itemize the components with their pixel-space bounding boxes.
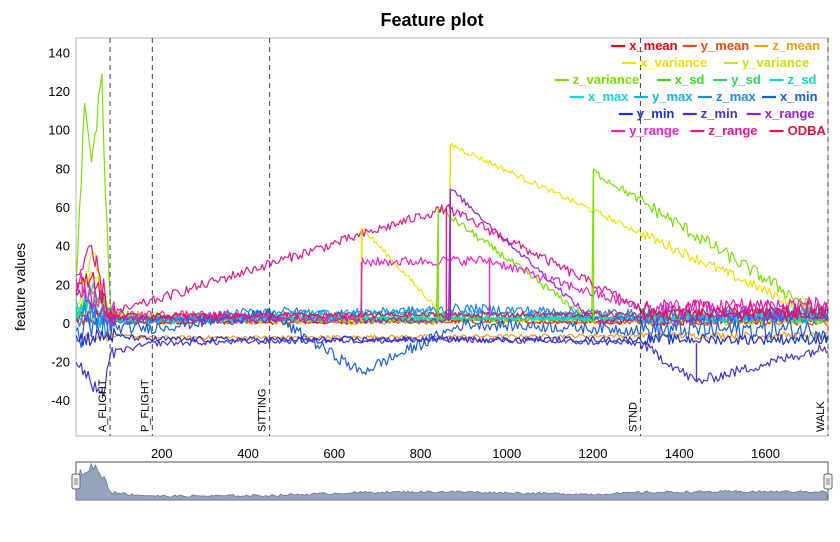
event-label-a_flight: A_FLIGHT xyxy=(97,379,109,432)
legend-item-y_max: y_max xyxy=(652,89,693,104)
y-tick-label: 60 xyxy=(56,200,70,215)
legend-item-z_variance: z_variance xyxy=(573,72,640,87)
y-tick-label: 100 xyxy=(48,123,70,138)
y-tick-label: 120 xyxy=(48,84,70,99)
legend-item-z_sd: z_sd xyxy=(788,72,817,87)
legend-item-x_max: x_max xyxy=(588,89,629,104)
event-label-sitting: SITTING xyxy=(257,389,269,432)
series-line-ODBA xyxy=(76,271,828,320)
x-tick-label: 400 xyxy=(237,446,259,461)
legend-item-ODBA: ODBA xyxy=(788,123,827,138)
navigator-series xyxy=(75,462,829,501)
x-tick-label: 1600 xyxy=(751,446,780,461)
legend-item-x_min: x_min xyxy=(780,89,818,104)
legend-item-x_variance: x_variance xyxy=(640,55,707,70)
series-line-x_min xyxy=(76,308,828,375)
x-tick-label: 200 xyxy=(151,446,173,461)
y-tick-label: 80 xyxy=(56,161,70,176)
legend-item-y_min: y_min xyxy=(637,106,675,121)
series-line-y_min xyxy=(76,327,828,347)
x-tick-label: 600 xyxy=(323,446,345,461)
y-tick-label: -40 xyxy=(51,393,70,408)
navigator-handle-left[interactable] xyxy=(71,473,81,490)
series-group xyxy=(76,73,828,396)
legend-item-y_sd: y_sd xyxy=(731,72,761,87)
y-tick-label: 0 xyxy=(63,316,70,331)
legend-item-z_max: z_max xyxy=(716,89,757,104)
y-tick-label: 40 xyxy=(56,239,70,254)
legend-item-z_min: z_min xyxy=(701,106,738,121)
x-tick-label: 1400 xyxy=(665,446,694,461)
series-line-z_range xyxy=(76,203,828,323)
navigator[interactable] xyxy=(71,461,833,501)
series-line-x_range xyxy=(76,188,828,326)
x-tick-label: 800 xyxy=(410,446,432,461)
x-tick-label: 1000 xyxy=(492,446,521,461)
legend-item-x_range: x_range xyxy=(765,106,815,121)
y-tick-label: -20 xyxy=(51,355,70,370)
y-axis-title: feature values xyxy=(12,243,28,331)
series-line-z_min xyxy=(76,336,828,396)
series-line-x_variance xyxy=(76,142,828,326)
legend-item-z_mean: z_mean xyxy=(772,38,820,53)
legend-item-y_mean: y_mean xyxy=(701,38,749,53)
legend-item-x_sd: x_sd xyxy=(675,72,705,87)
legend-item-x_mean: x_mean xyxy=(629,38,677,53)
event-label-stnd: STND xyxy=(627,402,639,432)
legend-item-y_range: y_range xyxy=(629,123,679,138)
legend-item-z_range: z_range xyxy=(708,123,757,138)
event-label-p_flight: P_FLIGHT xyxy=(139,379,151,432)
y-tick-label: 140 xyxy=(48,45,70,60)
x-tick-label: 1200 xyxy=(579,446,608,461)
y-tick-label: 20 xyxy=(56,277,70,292)
navigator-handle-right[interactable] xyxy=(823,473,833,490)
legend-item-y_variance: y_variance xyxy=(742,55,809,70)
chart-title: Feature plot xyxy=(380,10,483,30)
event-label-walk: WALK xyxy=(815,401,827,432)
legend: x_mean y_mean z_mean x_variance y_variance z_… xyxy=(554,38,827,138)
